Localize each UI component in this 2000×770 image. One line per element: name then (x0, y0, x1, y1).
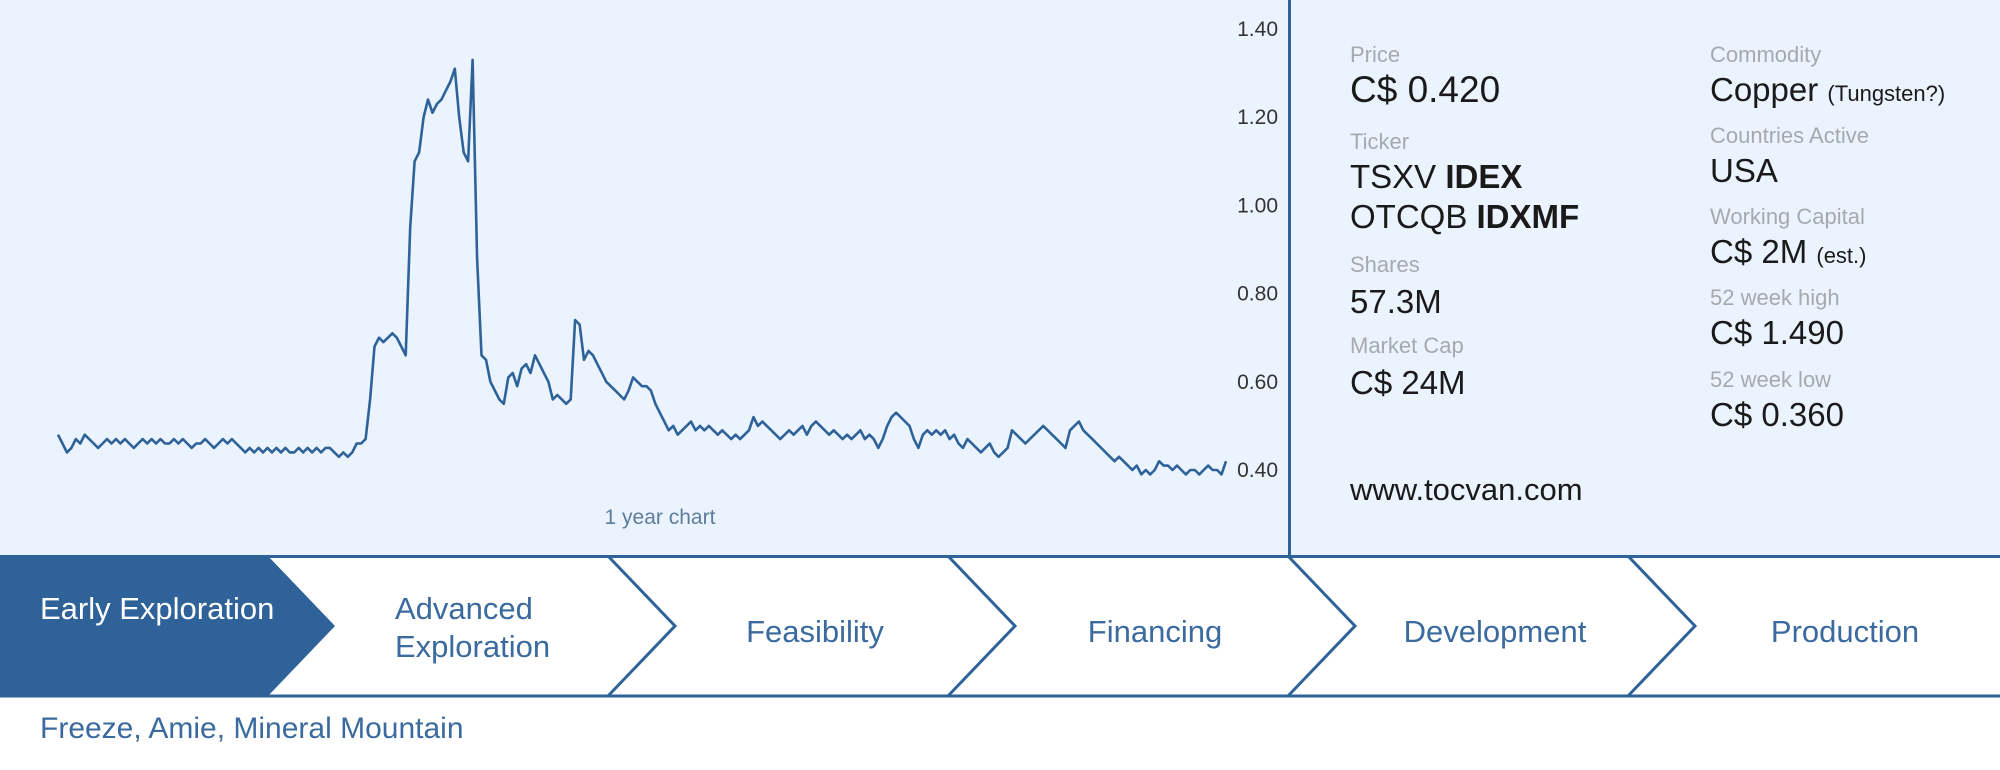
countries-label: Countries Active (1710, 123, 1869, 148)
ticker2-symbol: IDXMF (1476, 198, 1580, 235)
website-link[interactable]: www.tocvan.com (1350, 472, 1583, 507)
stage-early-exploration: Early Exploration (40, 591, 275, 626)
working-capital-value-line: C$ 2M (est.) (1710, 232, 1867, 276)
ticker2-exchange: OTCQB (1350, 198, 1468, 235)
stage-development: Development (1403, 614, 1587, 649)
marketcap-stat: Market Cap C$ 24M (1350, 333, 1466, 403)
ticker-line-1: TSXV IDEX (1350, 157, 1579, 197)
52-week-high-stat: 52 week high C$ 1.490 (1710, 285, 1844, 353)
52-week-high-label: 52 week high (1710, 285, 1840, 310)
commodity-value-line: Copper (Tungsten?) (1710, 70, 1945, 114)
stage-active-fill (0, 556, 335, 696)
y-tick-label: 1.40 (1237, 18, 1278, 41)
panel-divider (1288, 0, 1291, 556)
top-panel (0, 0, 2000, 556)
stage-feasibility: Feasibility (746, 614, 884, 649)
stage-chevron-2 (946, 555, 1018, 698)
stage-production: Production (1770, 614, 1920, 649)
price-stat: Price C$ 0.420 (1350, 42, 1500, 112)
52-week-high-value: C$ 1.490 (1710, 314, 1844, 351)
ticker-label: Ticker (1350, 129, 1410, 154)
ticker-stat: Ticker TSXV IDEX OTCQB IDXMF (1350, 129, 1579, 237)
working-capital-value: C$ 2M (1710, 233, 1808, 270)
deposit-names: Freeze, Amie, Mineral Mountain (40, 712, 464, 745)
52-week-low-value: C$ 0.360 (1710, 396, 1844, 433)
price-label: Price (1350, 42, 1401, 67)
52-week-low-label: 52 week low (1710, 367, 1832, 392)
working-capital-note: (est.) (1816, 243, 1867, 268)
stage-chevron-1 (606, 555, 678, 698)
shares-stat: Shares 57.3M (1350, 252, 1442, 322)
chart-caption: 1 year chart (605, 506, 716, 529)
y-tick-label: 1.00 (1237, 194, 1278, 217)
commodity-note: (Tungsten?) (1827, 81, 1946, 106)
working-capital-stat: Working Capital C$ 2M (est.) (1710, 204, 1867, 276)
price-line (56, 58, 1228, 476)
y-tick-label: 0.80 (1237, 283, 1278, 306)
52-week-low-stat: 52 week low C$ 0.360 (1710, 367, 1844, 435)
shares-label: Shares (1350, 252, 1420, 277)
shares-value: 57.3M (1350, 283, 1442, 320)
ticker-line-2: OTCQB IDXMF (1350, 197, 1579, 237)
commodity-value: Copper (1710, 71, 1819, 108)
commodity-label: Commodity (1710, 42, 1822, 67)
marketcap-label: Market Cap (1350, 333, 1464, 358)
ticker1-symbol: IDEX (1445, 158, 1523, 195)
stage-financing: Financing (1087, 614, 1223, 649)
countries-stat: Countries Active USA (1710, 123, 1869, 191)
y-axis: 1.40 1.20 1.00 0.80 0.60 0.40 (1237, 18, 1278, 482)
commodity-stat: Commodity Copper (Tungsten?) (1710, 42, 1945, 114)
marketcap-value: C$ 24M (1350, 364, 1466, 401)
y-tick-label: 0.40 (1237, 459, 1278, 482)
price-chart: 1.40 1.20 1.00 0.80 0.60 0.40 1 year chart (56, 18, 1278, 529)
y-tick-label: 0.60 (1237, 371, 1278, 394)
stage-advanced-exploration: Advanced Exploration (395, 591, 551, 664)
stage-chevron-3 (1286, 555, 1358, 698)
ticker1-exchange: TSXV (1350, 158, 1437, 195)
y-tick-label: 1.20 (1237, 106, 1278, 129)
stage-progress-bar (0, 555, 2000, 698)
price-value: C$ 0.420 (1350, 69, 1501, 110)
stage-chevron-4 (1626, 555, 1698, 698)
countries-value: USA (1710, 152, 1778, 189)
working-capital-label: Working Capital (1710, 204, 1865, 229)
